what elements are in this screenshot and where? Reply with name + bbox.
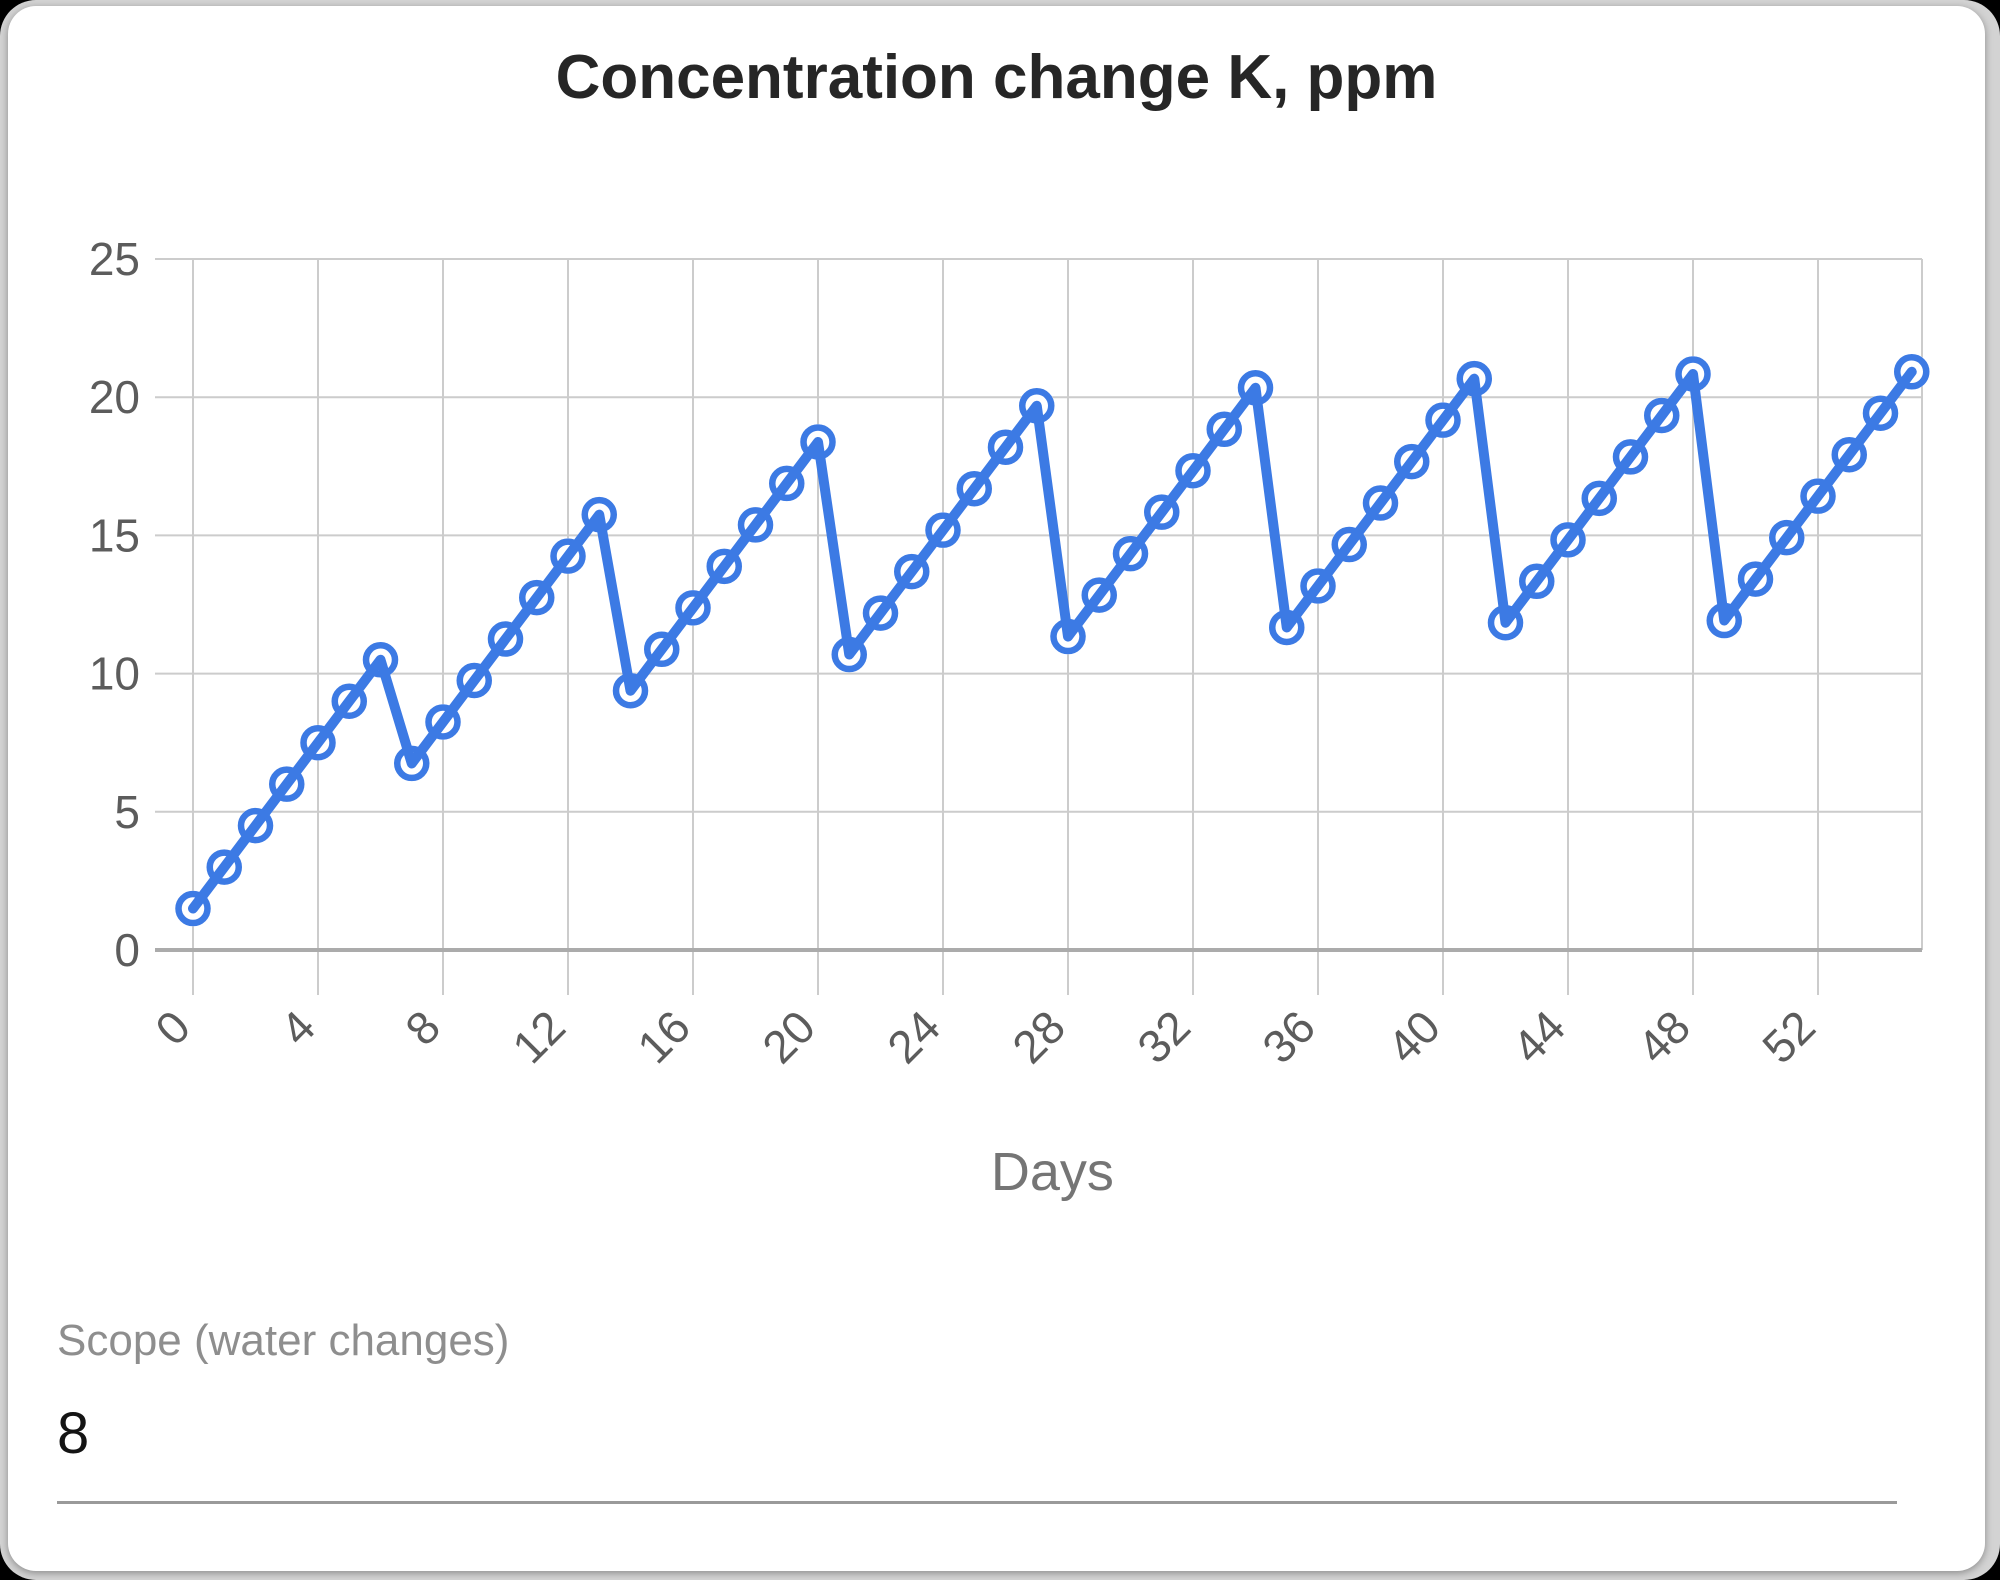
data-point-marker[interactable] — [1550, 522, 1586, 558]
data-point-marker[interactable] — [1081, 577, 1117, 613]
x-tick-label: 40 — [1377, 1000, 1450, 1073]
y-tick-label: 10 — [89, 648, 140, 700]
data-point-marker[interactable] — [1675, 356, 1711, 392]
data-point-marker[interactable] — [1394, 443, 1430, 480]
data-point-marker[interactable] — [1831, 436, 1867, 473]
data-point-marker[interactable] — [1769, 519, 1805, 556]
data-point-marker[interactable] — [1269, 609, 1305, 646]
x-tick-label: 20 — [752, 1000, 825, 1073]
scope-input[interactable] — [57, 1400, 1897, 1467]
data-point-marker[interactable] — [925, 512, 961, 548]
data-point-marker[interactable] — [769, 465, 805, 502]
data-point-marker[interactable] — [456, 662, 492, 699]
data-point-marker[interactable] — [519, 579, 555, 616]
data-point-marker[interactable] — [487, 621, 524, 657]
data-point-marker[interactable] — [831, 636, 867, 673]
x-tick-label: 8 — [395, 1000, 450, 1055]
data-point-marker[interactable] — [1331, 526, 1367, 563]
data-point-marker[interactable] — [1644, 397, 1680, 434]
data-point-marker[interactable] — [1237, 370, 1274, 406]
data-point-marker[interactable] — [956, 470, 992, 507]
data-point-marker[interactable] — [1487, 604, 1524, 641]
data-point-marker[interactable] — [1362, 485, 1399, 521]
series-line — [188, 366, 1917, 914]
y-tick-label: 20 — [89, 371, 140, 423]
data-point-marker[interactable] — [1519, 563, 1555, 600]
data-point-marker[interactable] — [175, 890, 211, 927]
scope-field-label: Scope (water changes) — [57, 1316, 510, 1365]
data-point-marker[interactable] — [581, 496, 617, 533]
x-axis-title: Days — [991, 1142, 1114, 1202]
x-tick-label: 24 — [877, 1000, 950, 1073]
data-point-marker[interactable] — [206, 849, 242, 885]
y-tick-label: 0 — [114, 924, 140, 976]
data-point-marker[interactable] — [1175, 452, 1211, 489]
data-point-marker[interactable] — [362, 642, 399, 678]
data-point-marker[interactable] — [862, 595, 899, 631]
data-point-marker[interactable] — [612, 672, 649, 709]
x-tick-label: 0 — [145, 1000, 200, 1055]
data-point-marker[interactable] — [1425, 402, 1461, 438]
x-tick-label: 32 — [1127, 1000, 1200, 1073]
y-tick-label: 25 — [89, 233, 140, 285]
data-point-marker[interactable] — [1706, 602, 1742, 639]
data-point-marker[interactable] — [425, 704, 461, 740]
data-point-marker[interactable] — [675, 590, 711, 626]
x-tick-label: 16 — [627, 1000, 700, 1073]
data-point-marker[interactable] — [1206, 411, 1242, 448]
data-point-marker[interactable] — [644, 631, 680, 668]
x-tick-label: 28 — [1002, 1000, 1075, 1073]
data-point-marker[interactable] — [1456, 360, 1492, 397]
data-point-marker[interactable] — [1862, 395, 1899, 431]
x-tick-label: 44 — [1502, 1000, 1575, 1073]
chart-title: Concentration change K, ppm — [555, 43, 1438, 112]
calculator-card: Concentration change K, ppm 0 5 10 15 20 25 0 4… — [8, 6, 1985, 1571]
x-tick-label: 36 — [1252, 1000, 1325, 1073]
y-tick-label: 5 — [114, 786, 140, 838]
data-point-marker[interactable] — [1581, 480, 1617, 517]
data-point-marker[interactable] — [1019, 388, 1055, 424]
data-point-marker[interactable] — [1050, 618, 1086, 655]
data-point-marker[interactable] — [237, 807, 274, 844]
data-point-marker[interactable] — [1112, 535, 1149, 572]
data-point-marker[interactable] — [987, 429, 1024, 465]
scope-field: Scope (water changes) — [57, 1316, 1897, 1504]
data-point-marker[interactable] — [550, 538, 586, 574]
data-point-marker[interactable] — [894, 553, 930, 590]
x-tick-label: 48 — [1627, 1000, 1700, 1073]
data-point-marker[interactable] — [1144, 494, 1180, 530]
data-point-marker[interactable] — [394, 745, 430, 782]
data-point-marker[interactable] — [1894, 354, 1930, 390]
data-point-marker[interactable] — [1737, 561, 1774, 597]
data-point-marker[interactable] — [737, 507, 774, 543]
data-point-marker[interactable] — [1300, 568, 1336, 604]
data-point-marker[interactable] — [1612, 439, 1649, 475]
data-point-marker[interactable] — [300, 724, 336, 761]
data-point-marker[interactable] — [331, 683, 367, 719]
x-tick-label: 12 — [502, 1000, 575, 1073]
data-point-marker[interactable] — [800, 424, 836, 460]
data-point-marker[interactable] — [706, 548, 742, 585]
data-point-marker[interactable] — [269, 766, 305, 802]
y-tick-label: 15 — [89, 509, 140, 561]
data-point-marker[interactable] — [1800, 478, 1836, 514]
x-tick-label: 4 — [270, 1000, 325, 1055]
x-tick-label: 52 — [1752, 1000, 1825, 1073]
